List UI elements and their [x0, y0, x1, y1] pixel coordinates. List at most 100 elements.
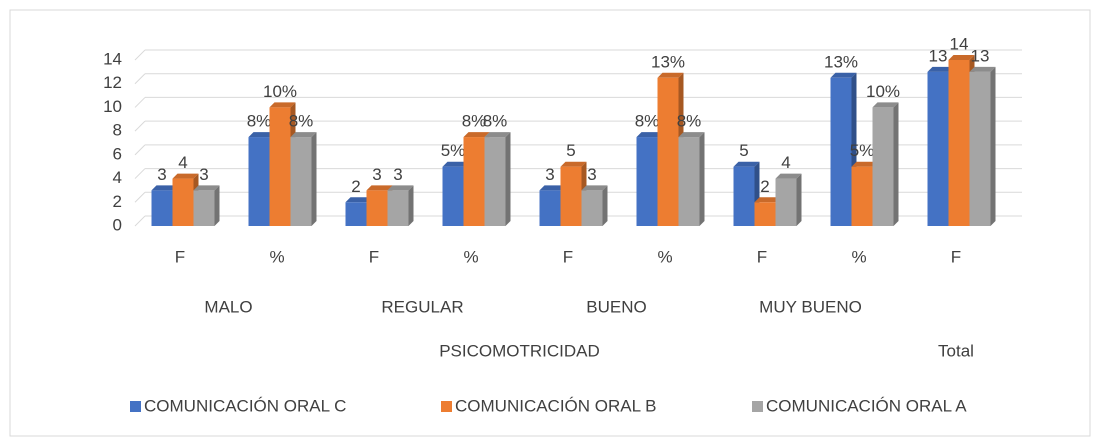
group-label: MALO — [204, 297, 252, 316]
data-label: 4 — [178, 153, 187, 172]
bar-top — [269, 102, 296, 108]
data-label: 3 — [199, 165, 208, 184]
bar-top — [851, 161, 878, 167]
legend-swatch — [130, 401, 141, 412]
bar — [775, 178, 797, 226]
y-tick-label: 2 — [113, 192, 122, 211]
grid-line — [134, 144, 146, 156]
bar-side — [214, 185, 220, 226]
data-label: 5% — [441, 141, 466, 160]
bar-top — [678, 132, 705, 138]
data-label: 5 — [566, 141, 575, 160]
bar-top — [172, 173, 199, 179]
bar-top — [387, 185, 414, 191]
data-label: 3 — [545, 165, 554, 184]
legend-label: COMUNICACIÓN ORAL B — [455, 396, 657, 415]
supergroup-label: Total — [938, 341, 974, 360]
legend-swatch — [441, 401, 452, 412]
legend-swatch — [752, 401, 763, 412]
data-label: 8% — [483, 112, 508, 131]
x-tick-label: F — [175, 247, 185, 266]
data-label: 10% — [263, 82, 297, 101]
bar-top — [754, 197, 781, 203]
bar-side — [990, 66, 996, 226]
data-label: 8% — [635, 112, 660, 131]
data-label: 2 — [351, 177, 360, 196]
y-tick-label: 10 — [103, 97, 122, 116]
x-tick-label: F — [369, 247, 379, 266]
bar — [269, 107, 291, 226]
bar-top — [872, 102, 899, 108]
bar — [387, 190, 409, 226]
bar — [657, 77, 679, 227]
data-label: 14 — [950, 34, 969, 53]
bar — [560, 166, 582, 226]
bar-top — [927, 66, 954, 72]
data-label: 2 — [760, 177, 769, 196]
bar-side — [505, 132, 511, 226]
x-tick-label: % — [463, 247, 478, 266]
bar — [345, 202, 367, 226]
bar-top — [948, 55, 975, 60]
data-label: 8% — [247, 112, 272, 131]
x-tick-label: F — [757, 247, 767, 266]
bar-side — [699, 132, 705, 226]
bar — [636, 137, 658, 226]
bar — [830, 77, 852, 227]
bar — [151, 190, 173, 226]
bar-top — [775, 173, 802, 179]
bar-top — [657, 72, 684, 78]
y-tick-label: 14 — [103, 49, 122, 68]
data-label: 3 — [372, 165, 381, 184]
bar-side — [311, 132, 317, 226]
bar-top — [969, 66, 996, 72]
grid-line — [134, 49, 146, 61]
x-tick-label: % — [851, 247, 866, 266]
data-label: 8% — [677, 112, 702, 131]
bar — [539, 190, 561, 226]
group-label: REGULAR — [381, 297, 463, 316]
bar-top — [193, 185, 220, 191]
bar-side — [796, 173, 802, 226]
y-tick-label: 4 — [113, 168, 122, 187]
bar — [733, 166, 755, 226]
supergroup-label: PSICOMOTRICIDAD — [439, 341, 600, 360]
data-label: 13% — [824, 52, 858, 71]
data-label: 8% — [462, 112, 487, 131]
bar — [193, 190, 215, 226]
data-label: 8% — [289, 112, 314, 131]
grid-line — [134, 168, 146, 179]
bar-top — [151, 185, 178, 191]
bar — [248, 137, 270, 226]
bar — [484, 137, 506, 226]
legend-label: COMUNICACIÓN ORAL A — [766, 396, 967, 415]
bar — [969, 71, 991, 226]
bar-top — [830, 72, 857, 78]
data-label: 3 — [587, 165, 596, 184]
bar-side — [893, 102, 899, 226]
data-label: 4 — [781, 153, 790, 172]
grid-line — [134, 120, 146, 132]
x-tick-label: F — [951, 247, 961, 266]
bar — [172, 178, 194, 226]
data-label: 3 — [157, 165, 166, 184]
bar-top — [290, 132, 317, 138]
bar-top — [463, 132, 490, 138]
bar — [366, 190, 388, 226]
data-label: 5% — [850, 141, 875, 160]
bar — [290, 137, 312, 226]
bar-top — [560, 161, 587, 167]
grid-line — [134, 73, 146, 85]
bar-top — [636, 132, 663, 138]
x-tick-label: % — [269, 247, 284, 266]
bar — [442, 166, 464, 226]
bar — [581, 190, 603, 226]
bar-top — [484, 132, 511, 138]
x-tick-label: % — [657, 247, 672, 266]
group-label: MUY BUENO — [759, 297, 862, 316]
data-label: 13 — [929, 46, 948, 65]
bar-side — [602, 185, 608, 226]
data-label: 13 — [971, 46, 990, 65]
legend-label: COMUNICACIÓN ORAL C — [144, 396, 346, 415]
x-tick-label: F — [563, 247, 573, 266]
